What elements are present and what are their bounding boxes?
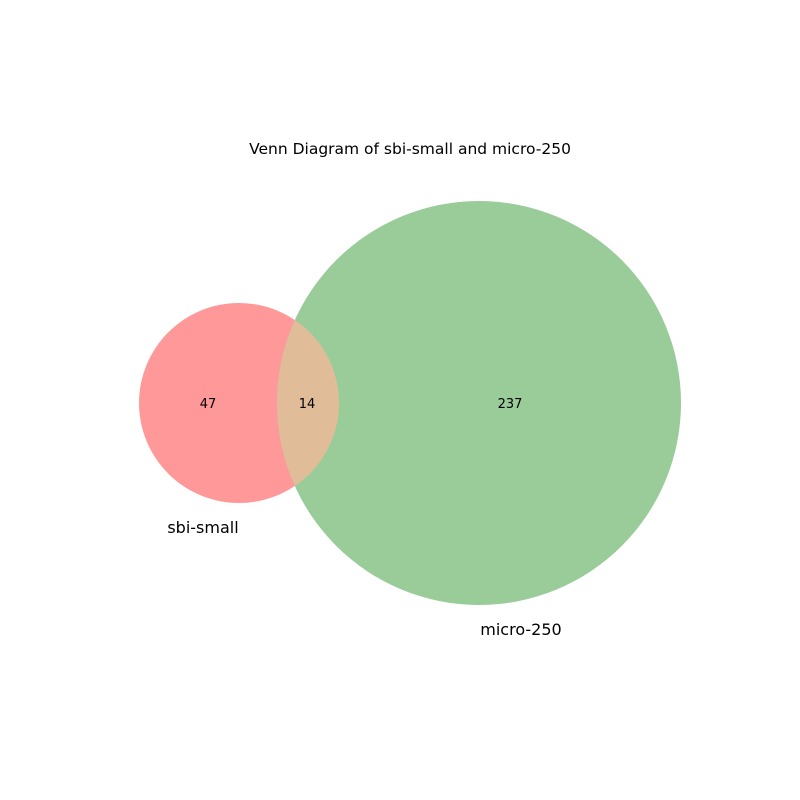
set-circle-micro-250: [277, 201, 681, 605]
count-micro-250-only: 237: [498, 397, 523, 412]
chart-title: Venn Diagram of sbi-small and micro-250: [249, 140, 571, 158]
count-overlap: 14: [299, 397, 316, 412]
count-sbi-small-only: 47: [200, 397, 217, 412]
set-label-sbi-small: sbi-small: [167, 518, 238, 537]
set-label-micro-250: micro-250: [480, 620, 561, 639]
